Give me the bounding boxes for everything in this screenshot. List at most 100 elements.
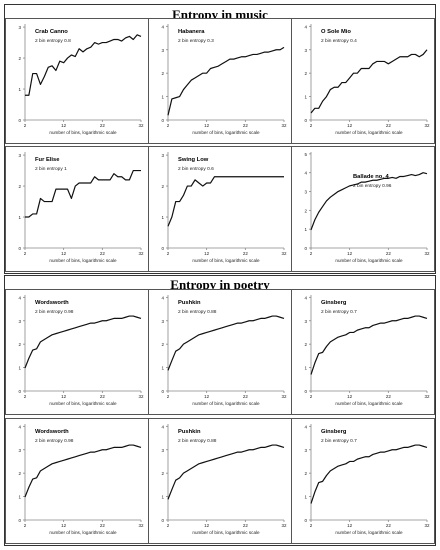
x-tick-label: 12: [204, 523, 210, 528]
x-axis-label: number of bins, logarithmic scale: [49, 130, 117, 135]
series-line: [167, 46, 285, 116]
chart-title: Pushkin: [178, 300, 201, 306]
y-tick-label: 3: [304, 319, 307, 324]
y-tick-label: 2: [161, 184, 164, 189]
chart-title: Habanera: [178, 29, 205, 35]
x-tick-label: 32: [138, 523, 144, 528]
panel-border: [148, 18, 292, 144]
y-tick-label: 0: [18, 518, 21, 523]
x-tick-label: 32: [281, 251, 287, 256]
chart-title: Fur Elise: [35, 157, 60, 163]
y-tick-label: 0: [161, 389, 164, 394]
x-tick-label: 32: [138, 251, 144, 256]
x-tick-label: 32: [424, 394, 430, 399]
chart-title: Ginsberg: [321, 300, 347, 306]
y-tick-label: 3: [161, 448, 164, 453]
y-tick-label: 2: [18, 184, 21, 189]
chart-subtitle: 2 bin entropy 0.7: [321, 309, 357, 315]
x-tick-label: 12: [347, 251, 353, 256]
x-axis-label: number of bins, logarithmic scale: [192, 130, 260, 135]
x-axis-label: number of bins, logarithmic scale: [192, 530, 260, 535]
chart-subtitle: 2 bin entropy 0.7: [321, 438, 357, 444]
y-tick-label: 4: [304, 24, 307, 29]
chart-panel: 0 1 2 3 4 2 12 22 32 number of bins, logarithmic …: [291, 18, 435, 144]
x-tick-label: 32: [281, 394, 287, 399]
x-tick-label: 32: [424, 523, 430, 528]
y-tick-label: 4: [18, 295, 21, 300]
y-tick-label: 2: [18, 56, 21, 61]
x-tick-label: 22: [243, 523, 249, 528]
x-tick-label: 22: [386, 394, 392, 399]
x-tick-label: 2: [167, 123, 170, 128]
x-tick-label: 2: [167, 523, 170, 528]
chart-title: Pushkin: [178, 429, 201, 435]
y-tick-label: 0: [304, 518, 307, 523]
series-line: [167, 176, 284, 227]
y-tick-label: 3: [161, 48, 164, 53]
series-line: [24, 315, 142, 369]
x-tick-label: 22: [243, 251, 249, 256]
y-tick-label: 3: [18, 319, 21, 324]
y-tick-label: 3: [304, 190, 307, 195]
x-axis-label: number of bins, logarithmic scale: [192, 258, 260, 263]
x-tick-label: 22: [100, 394, 106, 399]
y-tick-label: 3: [18, 25, 21, 30]
y-tick-label: 3: [18, 153, 21, 158]
y-tick-label: 1: [161, 366, 164, 371]
chart-subtitle: 2 bin entropy 0.4: [321, 38, 357, 44]
x-axis-label: number of bins, logarithmic scale: [335, 258, 403, 263]
series-line: [167, 315, 285, 371]
chart-subtitle: 2 bin entropy 0.8: [35, 38, 71, 44]
y-tick-label: 2: [304, 471, 307, 476]
chart-panel: 0 1 2 3 4 2 12 22 32 number of bins, logarithmic …: [291, 418, 435, 544]
y-tick-label: 2: [161, 342, 164, 347]
chart-panel: 0 1 2 3 4 2 12 22 32 number of bins, logarithmic …: [148, 418, 292, 544]
chart-title: Ginsberg: [321, 429, 347, 435]
x-tick-label: 2: [310, 523, 313, 528]
x-tick-label: 32: [138, 394, 144, 399]
y-tick-label: 2: [304, 71, 307, 76]
chart-title: Wordsworth: [35, 300, 69, 306]
chart-panel: 0 1 2 3 4 2 12 22 32 number of bins, logarithmic …: [5, 289, 149, 415]
chart-subtitle: 2 bin entropy 0.98: [35, 309, 74, 315]
x-tick-label: 22: [243, 394, 249, 399]
y-tick-label: 0: [304, 118, 307, 123]
y-tick-label: 0: [161, 246, 164, 251]
y-tick-label: 1: [304, 95, 307, 100]
series-line: [310, 315, 428, 375]
y-tick-label: 3: [161, 153, 164, 158]
y-tick-label: 4: [18, 424, 21, 429]
y-tick-label: 1: [304, 495, 307, 500]
chart-panel: 0 1 2 3 4 5 2 12 22 32 number of bins, logarithmic…: [291, 146, 435, 272]
y-tick-label: 1: [18, 366, 21, 371]
y-tick-label: 1: [161, 215, 164, 220]
y-tick-label: 3: [304, 48, 307, 53]
panel-border: [5, 146, 149, 272]
x-tick-label: 2: [24, 523, 27, 528]
chart-title: Ballade no. 4: [353, 174, 390, 180]
x-tick-label: 12: [61, 523, 67, 528]
series-line: [167, 444, 285, 500]
x-tick-label: 2: [310, 394, 313, 399]
y-tick-label: 5: [304, 152, 307, 157]
x-tick-label: 22: [100, 523, 106, 528]
x-tick-label: 2: [24, 123, 27, 128]
x-tick-label: 22: [100, 251, 106, 256]
x-tick-label: 12: [347, 394, 353, 399]
x-tick-label: 12: [61, 251, 67, 256]
y-tick-label: 4: [161, 424, 164, 429]
x-tick-label: 12: [61, 394, 67, 399]
chart-subtitle: 2 bin entropy 0.98: [35, 438, 74, 444]
y-tick-label: 0: [304, 389, 307, 394]
chart-title: Swing Low: [178, 157, 209, 163]
y-tick-label: 1: [161, 95, 164, 100]
y-tick-label: 0: [161, 118, 164, 123]
x-tick-label: 12: [204, 123, 210, 128]
y-tick-label: 0: [18, 118, 21, 123]
